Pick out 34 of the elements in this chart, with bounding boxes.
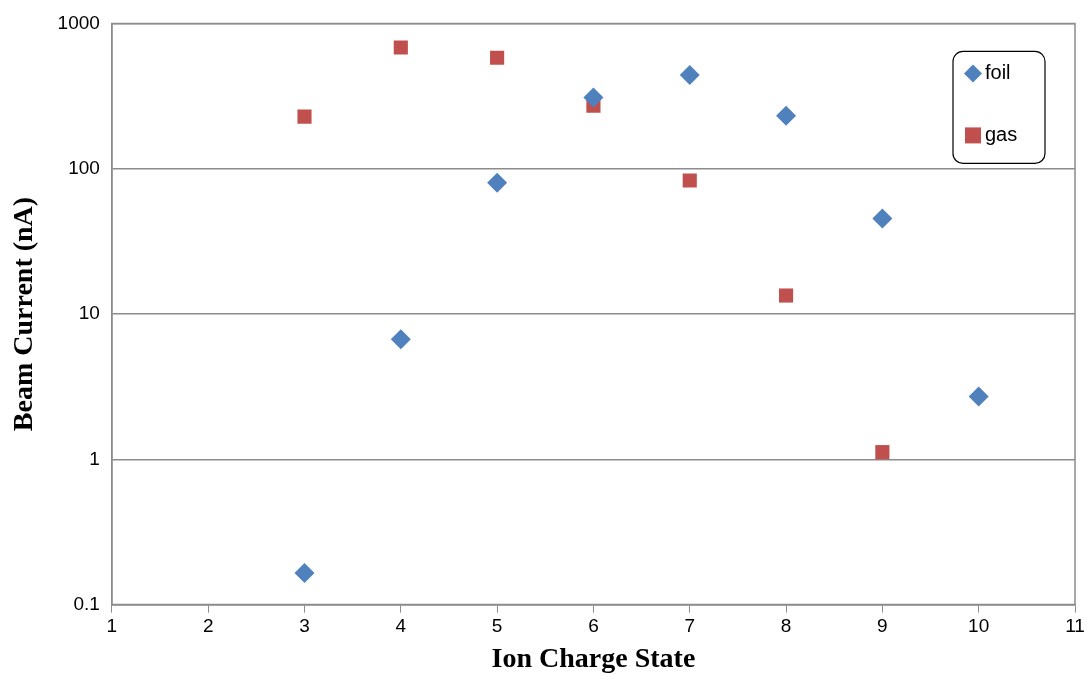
x-tick-label: 10 [968,615,990,637]
point [875,445,890,460]
y-tick-label: 1 [89,447,100,469]
point [776,105,797,126]
point [297,109,312,124]
x-axis-title: Ion Charge State [491,642,696,674]
y-tick-label: 1000 [57,11,100,33]
y-tick-label: 100 [68,156,100,178]
x-tick-label: 11 [1065,615,1085,637]
x-tick-label: 6 [588,615,599,637]
x-tick-label: 3 [299,615,310,637]
point [487,172,508,193]
x-tick-label: 2 [202,615,214,637]
point [294,563,315,583]
point [778,288,794,303]
point [968,386,989,407]
x-tick-label: 4 [395,615,407,637]
x-tick-label: 5 [491,615,503,637]
y-tick-label: 0.1 [73,592,100,614]
point [583,87,604,108]
x-tick-label: 7 [684,615,696,637]
point [490,50,505,65]
x-tick-label: 9 [877,615,888,637]
point [872,208,893,229]
x-tick-label: 8 [780,615,792,637]
y-tick-label: 10 [78,302,100,324]
legend-label: gas [985,122,1018,145]
y-axis-title: Beam Current (nA) [7,196,39,432]
legend-label: foil [985,60,1011,83]
point [393,40,408,55]
point [679,65,700,86]
point [390,329,411,350]
x-tick-label: 1 [106,615,118,637]
point [682,173,697,188]
